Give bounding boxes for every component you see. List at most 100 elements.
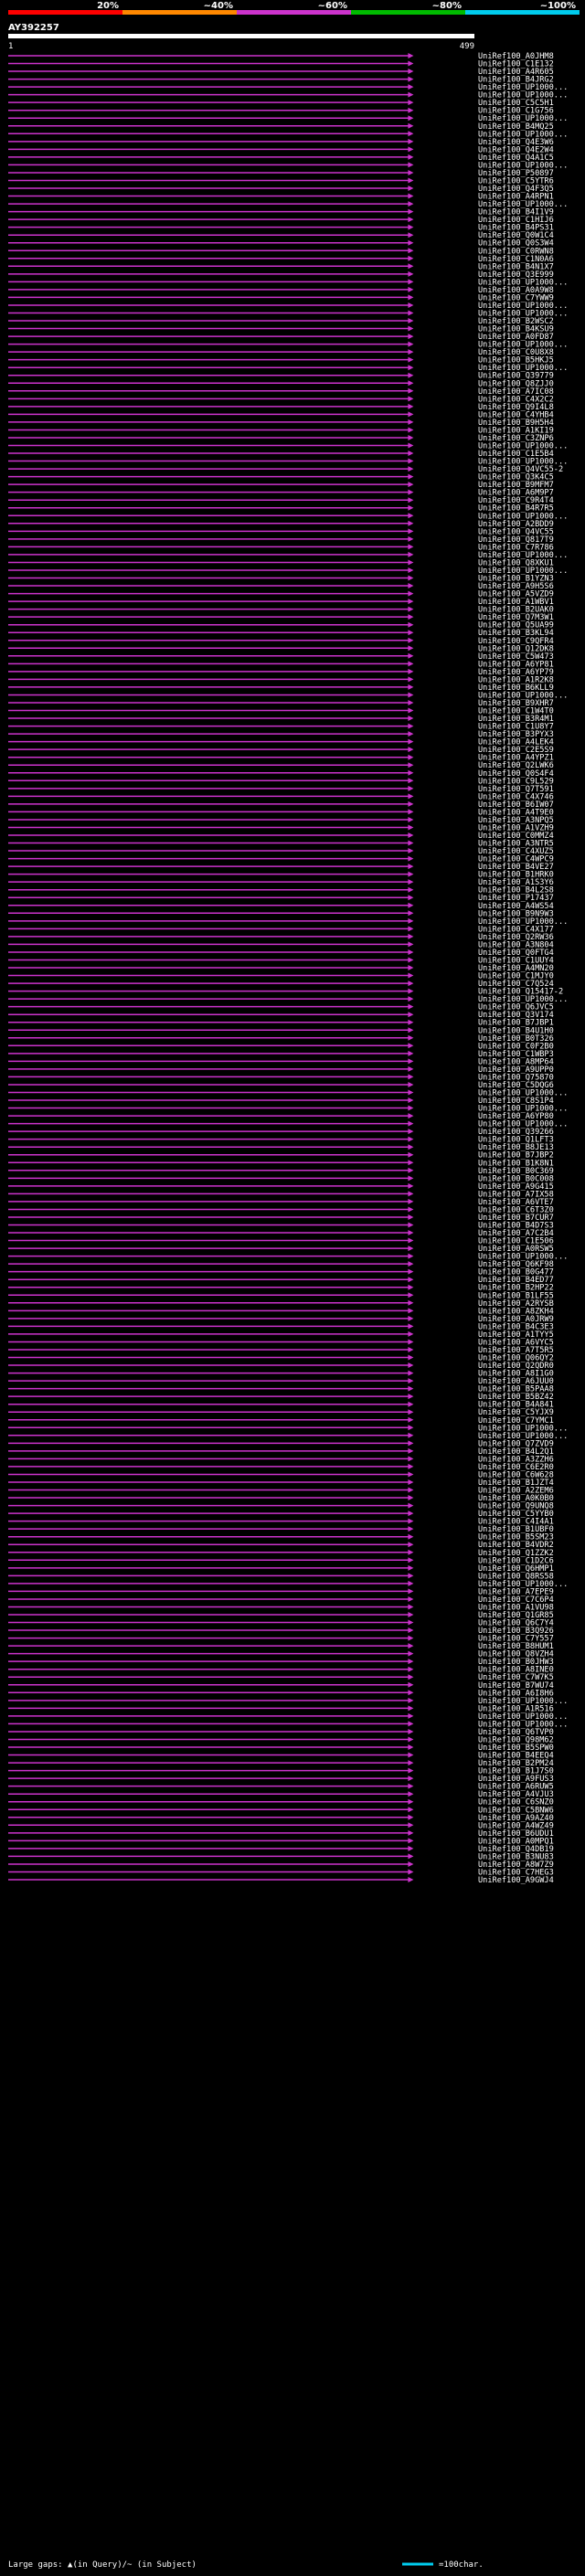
- hit-row[interactable]: UniRef100_B4VE27: [8, 863, 554, 872]
- hit-row[interactable]: UniRef100_UP1000...: [8, 302, 568, 311]
- hit-label[interactable]: UniRef100_C0F2B0: [478, 1042, 554, 1051]
- hit-label[interactable]: UniRef100_Q9I4L8: [478, 403, 554, 412]
- hit-label[interactable]: UniRef100_A5VZD9: [478, 590, 554, 599]
- hit-row[interactable]: UniRef100_B4MQ25: [8, 122, 554, 132]
- hit-label[interactable]: UniRef100_A6M9P7: [478, 489, 554, 498]
- hit-label[interactable]: UniRef100_B1K8N1: [478, 1159, 554, 1168]
- hit-row[interactable]: UniRef100_A4T9E0: [8, 808, 554, 817]
- hit-row[interactable]: UniRef100_Q6TVP0: [8, 1728, 554, 1737]
- hit-label[interactable]: UniRef100_C6E2R0: [478, 1463, 554, 1472]
- hit-label[interactable]: UniRef100_B4VE27: [478, 863, 554, 872]
- hit-row[interactable]: UniRef100_C1E506: [8, 1237, 554, 1246]
- hit-row[interactable]: UniRef100_UP1000...: [8, 567, 568, 576]
- hit-label[interactable]: UniRef100_B4ED77: [478, 1276, 554, 1285]
- hit-row[interactable]: UniRef100_Q8RS58: [8, 1572, 554, 1581]
- hit-label[interactable]: UniRef100_B4EEQ4: [478, 1752, 554, 1761]
- hit-label[interactable]: UniRef100_Q6KF98: [478, 1260, 554, 1269]
- hit-row[interactable]: UniRef100_A4MN20: [8, 964, 554, 973]
- hit-row[interactable]: UniRef100_A7C2B4: [8, 1229, 554, 1238]
- hit-label[interactable]: UniRef100_UP1000...: [478, 364, 568, 373]
- hit-label[interactable]: UniRef100_B8HUM1: [478, 1642, 554, 1651]
- hit-row[interactable]: UniRef100_C6SNZ0: [8, 1798, 554, 1807]
- hit-row[interactable]: UniRef100_B5BZ42: [8, 1393, 554, 1402]
- hit-row[interactable]: UniRef100_B4I1V9: [8, 208, 554, 217]
- hit-row[interactable]: UniRef100_UP1000...: [8, 341, 568, 350]
- hit-label[interactable]: UniRef100_B2WSC2: [478, 317, 554, 326]
- hit-row[interactable]: UniRef100_C9L529: [8, 777, 554, 786]
- hit-label[interactable]: UniRef100_B3KL94: [478, 629, 554, 638]
- hit-row[interactable]: UniRef100_C1UUY4: [8, 956, 554, 965]
- hit-label[interactable]: UniRef100_UP1000...: [478, 278, 568, 287]
- hit-row[interactable]: UniRef100_C3ZNP6: [8, 434, 554, 443]
- hit-row[interactable]: UniRef100_B3KL94: [8, 629, 554, 638]
- hit-row[interactable]: UniRef100_Q1LFT3: [8, 1136, 554, 1145]
- hit-row[interactable]: UniRef100_Q06QY2: [8, 1354, 554, 1363]
- hit-row[interactable]: UniRef100_UP1000...: [8, 551, 568, 560]
- hit-label[interactable]: UniRef100_Q6TVP0: [478, 1728, 554, 1737]
- hit-row[interactable]: UniRef100_A9G415: [8, 1182, 554, 1192]
- hit-row[interactable]: UniRef100_B9MFM7: [8, 481, 554, 490]
- hit-label[interactable]: UniRef100_B9N9W3: [478, 909, 554, 918]
- hit-row[interactable]: UniRef100_A6M9P7: [8, 489, 554, 498]
- hit-label[interactable]: UniRef100_A1TYY5: [478, 1330, 554, 1340]
- hit-row[interactable]: UniRef100_Q9UNQ8: [8, 1502, 554, 1511]
- hit-label[interactable]: UniRef100_C7YWW9: [478, 293, 554, 302]
- hit-label[interactable]: UniRef100_B6KLL9: [478, 684, 554, 693]
- hit-label[interactable]: UniRef100_B3PYX3: [478, 730, 554, 739]
- hit-label[interactable]: UniRef100_A9UPP0: [478, 1065, 554, 1075]
- hit-label[interactable]: UniRef100_UP1000...: [478, 161, 568, 170]
- hit-label[interactable]: UniRef100_UP1000...: [478, 1720, 568, 1729]
- hit-label[interactable]: UniRef100_B5SPW0: [478, 1744, 554, 1753]
- hit-row[interactable]: UniRef100_UP1000...: [8, 309, 568, 318]
- hit-label[interactable]: UniRef100_A7IX58: [478, 1190, 554, 1199]
- hit-label[interactable]: UniRef100_A4YPZ1: [478, 754, 554, 763]
- hit-label[interactable]: UniRef100_Q2RW36: [478, 933, 554, 942]
- hit-label[interactable]: UniRef100_C4XUZ5: [478, 847, 554, 856]
- hit-row[interactable]: UniRef100_B4N1X7: [8, 262, 554, 271]
- hit-row[interactable]: UniRef100_UP1000...: [8, 1105, 568, 1114]
- hit-row[interactable]: UniRef100_A9FUS3: [8, 1775, 554, 1784]
- hit-label[interactable]: UniRef100_B4L2S8: [478, 886, 554, 896]
- hit-label[interactable]: UniRef100_Q0W1C4: [478, 231, 554, 240]
- hit-row[interactable]: UniRef100_C7HEG3: [8, 1868, 554, 1877]
- hit-label[interactable]: UniRef100_Q39266: [478, 1128, 554, 1137]
- hit-label[interactable]: UniRef100_UP1000...: [478, 200, 568, 209]
- hit-row[interactable]: UniRef100_UP1000...: [8, 1720, 568, 1729]
- hit-row[interactable]: UniRef100_A8ZKH4: [8, 1307, 554, 1316]
- hit-label[interactable]: UniRef100_C1G756: [478, 107, 554, 116]
- hit-label[interactable]: UniRef100_B4R7R5: [478, 504, 554, 514]
- hit-row[interactable]: UniRef100_B9H5H4: [8, 419, 554, 428]
- hit-label[interactable]: UniRef100_B7JBP2: [478, 1151, 554, 1161]
- hit-row[interactable]: UniRef100_B0T326: [8, 1034, 554, 1044]
- hit-label[interactable]: UniRef100_UP1000...: [478, 341, 568, 350]
- hit-row[interactable]: UniRef100_UP1000...: [8, 1432, 568, 1441]
- hit-label[interactable]: UniRef100_B2HP22: [478, 1284, 554, 1293]
- hit-row[interactable]: UniRef100_C4X2C2: [8, 395, 554, 404]
- hit-label[interactable]: UniRef100_C7W7K5: [478, 1673, 554, 1682]
- hit-label[interactable]: UniRef100_A2BDD9: [478, 520, 554, 529]
- hit-label[interactable]: UniRef100_B3Q926: [478, 1627, 554, 1636]
- hit-label[interactable]: UniRef100_A0JRW9: [478, 1315, 554, 1324]
- hit-label[interactable]: UniRef100_Q39779: [478, 372, 554, 381]
- hit-row[interactable]: UniRef100_C1U8Y7: [8, 723, 554, 732]
- hit-row[interactable]: UniRef100_A4R605: [8, 68, 554, 77]
- hit-row[interactable]: UniRef100_C7R786: [8, 543, 554, 552]
- hit-row[interactable]: UniRef100_Q0W1C4: [8, 231, 554, 240]
- hit-label[interactable]: UniRef100_A1S3Y6: [478, 878, 554, 887]
- hit-label[interactable]: UniRef100_B9XHR7: [478, 699, 554, 708]
- hit-row[interactable]: UniRef100_B1HRK0: [8, 871, 554, 880]
- hit-label[interactable]: UniRef100_UP1000...: [478, 83, 568, 92]
- hit-row[interactable]: UniRef100_Q1ZZK2: [8, 1549, 554, 1558]
- hit-label[interactable]: UniRef100_UP1000...: [478, 551, 568, 560]
- hit-row[interactable]: UniRef100_A8I1G0: [8, 1370, 554, 1379]
- hit-row[interactable]: UniRef100_A1S3Y6: [8, 878, 554, 887]
- hit-label[interactable]: UniRef100_A1R516: [478, 1704, 554, 1713]
- hit-label[interactable]: UniRef100_UP1000...: [478, 917, 568, 927]
- hit-row[interactable]: UniRef100_C7Y557: [8, 1635, 554, 1644]
- hit-label[interactable]: UniRef100_Q06QY2: [478, 1354, 554, 1363]
- hit-label[interactable]: UniRef100_A0RSW5: [478, 1245, 554, 1254]
- hit-label[interactable]: UniRef100_Q4DB19: [478, 1845, 554, 1854]
- hit-label[interactable]: UniRef100_A1KI19: [478, 426, 554, 435]
- hit-label[interactable]: UniRef100_B4KSU9: [478, 325, 554, 334]
- hit-row[interactable]: UniRef100_Q8VZH4: [8, 1650, 554, 1659]
